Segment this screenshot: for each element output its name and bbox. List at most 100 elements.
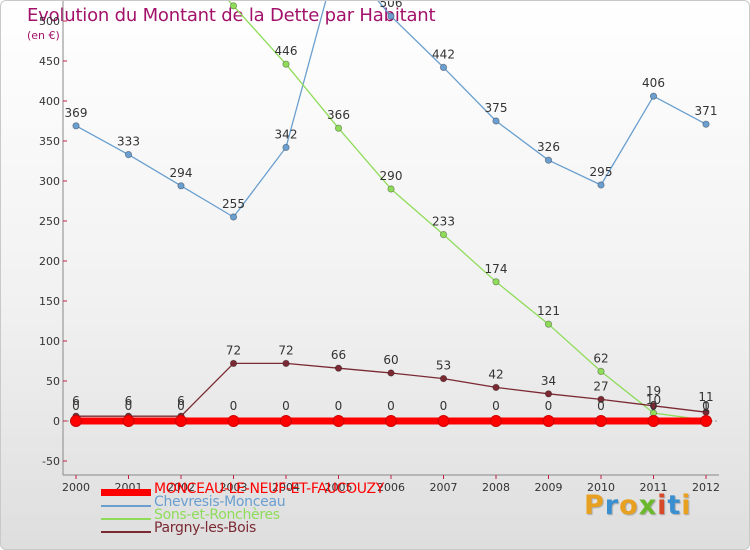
data-label: 0 <box>282 399 290 413</box>
logo-letter: r <box>604 490 620 521</box>
data-label: 342 <box>275 127 298 141</box>
data-point <box>595 415 607 427</box>
y-tick-label: 300 <box>39 175 60 188</box>
data-point <box>439 374 448 383</box>
data-point <box>544 320 553 328</box>
data-label: 295 <box>590 165 613 179</box>
series-1 <box>72 1 710 221</box>
data-label: 0 <box>125 399 133 413</box>
x-tick-label: 2002 <box>167 481 195 494</box>
data-label: 0 <box>230 399 238 413</box>
data-point <box>649 402 658 410</box>
data-point <box>492 117 500 125</box>
data-label: 34 <box>541 374 556 388</box>
data-label: 0 <box>545 399 553 413</box>
logo-letter: i <box>657 490 668 521</box>
data-point <box>70 415 82 427</box>
data-label: 121 <box>537 304 560 318</box>
data-point <box>332 415 345 427</box>
data-label: 60 <box>383 353 398 367</box>
data-point <box>229 359 238 367</box>
chart-subtitle: (en €) <box>27 29 60 42</box>
data-point <box>282 359 290 367</box>
data-label: 446 <box>275 44 298 58</box>
data-label: 366 <box>327 108 350 122</box>
data-label: 369 <box>65 106 88 120</box>
data-label: 10 <box>646 393 661 407</box>
y-tick-label: 50 <box>46 375 60 388</box>
x-tick-label: 2005 <box>325 481 353 494</box>
data-point <box>387 185 395 193</box>
legend-swatch <box>101 518 151 520</box>
data-point <box>175 415 187 427</box>
data-label: 406 <box>642 76 665 90</box>
data-point <box>490 415 502 427</box>
data-label: 375 <box>485 101 508 115</box>
data-point <box>439 231 448 239</box>
data-label: 294 <box>170 166 193 180</box>
data-label: 0 <box>387 399 395 413</box>
x-tick-label: 2011 <box>640 481 668 494</box>
y-tick-label: 500 <box>39 15 60 28</box>
data-point <box>544 390 553 398</box>
data-point <box>492 278 500 286</box>
data-label: 0 <box>177 399 185 413</box>
logo-letter: t <box>667 490 682 521</box>
data-label: 0 <box>702 399 710 413</box>
series-line <box>75 1 707 218</box>
chart-title: Evolution du Montant de la Dette par Hab… <box>27 5 436 26</box>
data-point <box>282 60 290 68</box>
data-point <box>385 415 397 427</box>
data-label: 6 <box>177 394 185 408</box>
legend-label: Pargny-les-Bois <box>154 520 256 536</box>
data-label: 0 <box>72 399 80 413</box>
data-label: 174 <box>485 262 508 276</box>
data-point <box>597 367 605 375</box>
legend-label: MONCEAU-LE-NEUF-ET-FAUCOUZY <box>154 481 385 497</box>
data-point <box>124 151 133 159</box>
y-tick-label: 0 <box>53 415 60 428</box>
logo-letter: x <box>638 490 658 521</box>
data-label: 371 <box>695 104 718 118</box>
legend-swatch <box>101 505 151 507</box>
data-point <box>280 415 292 427</box>
data-point <box>492 383 500 391</box>
data-point <box>122 415 135 427</box>
data-point <box>544 156 553 164</box>
y-tick-label: 450 <box>39 55 60 68</box>
data-label: 290 <box>380 169 403 183</box>
legend-label: Chevresis-Monceau <box>154 494 286 510</box>
data-point <box>597 181 605 189</box>
data-point <box>177 182 185 190</box>
y-tick-label: 350 <box>39 135 60 148</box>
data-point <box>387 12 395 20</box>
legend-label: Sons-et-Ronchères <box>154 507 280 523</box>
data-point <box>387 369 395 377</box>
x-tick-label: 2004 <box>272 481 300 494</box>
data-label: 333 <box>117 135 140 149</box>
data-point <box>542 415 555 427</box>
y-tick-label: 150 <box>39 295 60 308</box>
data-label: 0 <box>492 399 500 413</box>
logo-letter: o <box>619 490 639 521</box>
legend-swatch <box>101 489 151 496</box>
data-label: 1 <box>702 400 710 414</box>
data-label: 27 <box>593 379 608 393</box>
proxiti-logo: Proxiti <box>584 490 692 521</box>
data-point <box>437 415 450 427</box>
data-label: 42 <box>488 367 503 381</box>
data-label: 72 <box>278 343 293 357</box>
data-label: 6 <box>125 394 133 408</box>
data-label: 506 <box>380 1 403 10</box>
data-label: 53 <box>436 359 451 373</box>
data-point <box>334 124 343 132</box>
x-tick-label: 2012 <box>692 481 720 494</box>
data-label: 0 <box>440 399 448 413</box>
y-tick-label: 250 <box>39 215 60 228</box>
data-label: 0 <box>597 399 605 413</box>
data-point <box>649 92 658 100</box>
legend-swatch <box>101 531 151 533</box>
x-tick-label: 2007 <box>430 481 458 494</box>
